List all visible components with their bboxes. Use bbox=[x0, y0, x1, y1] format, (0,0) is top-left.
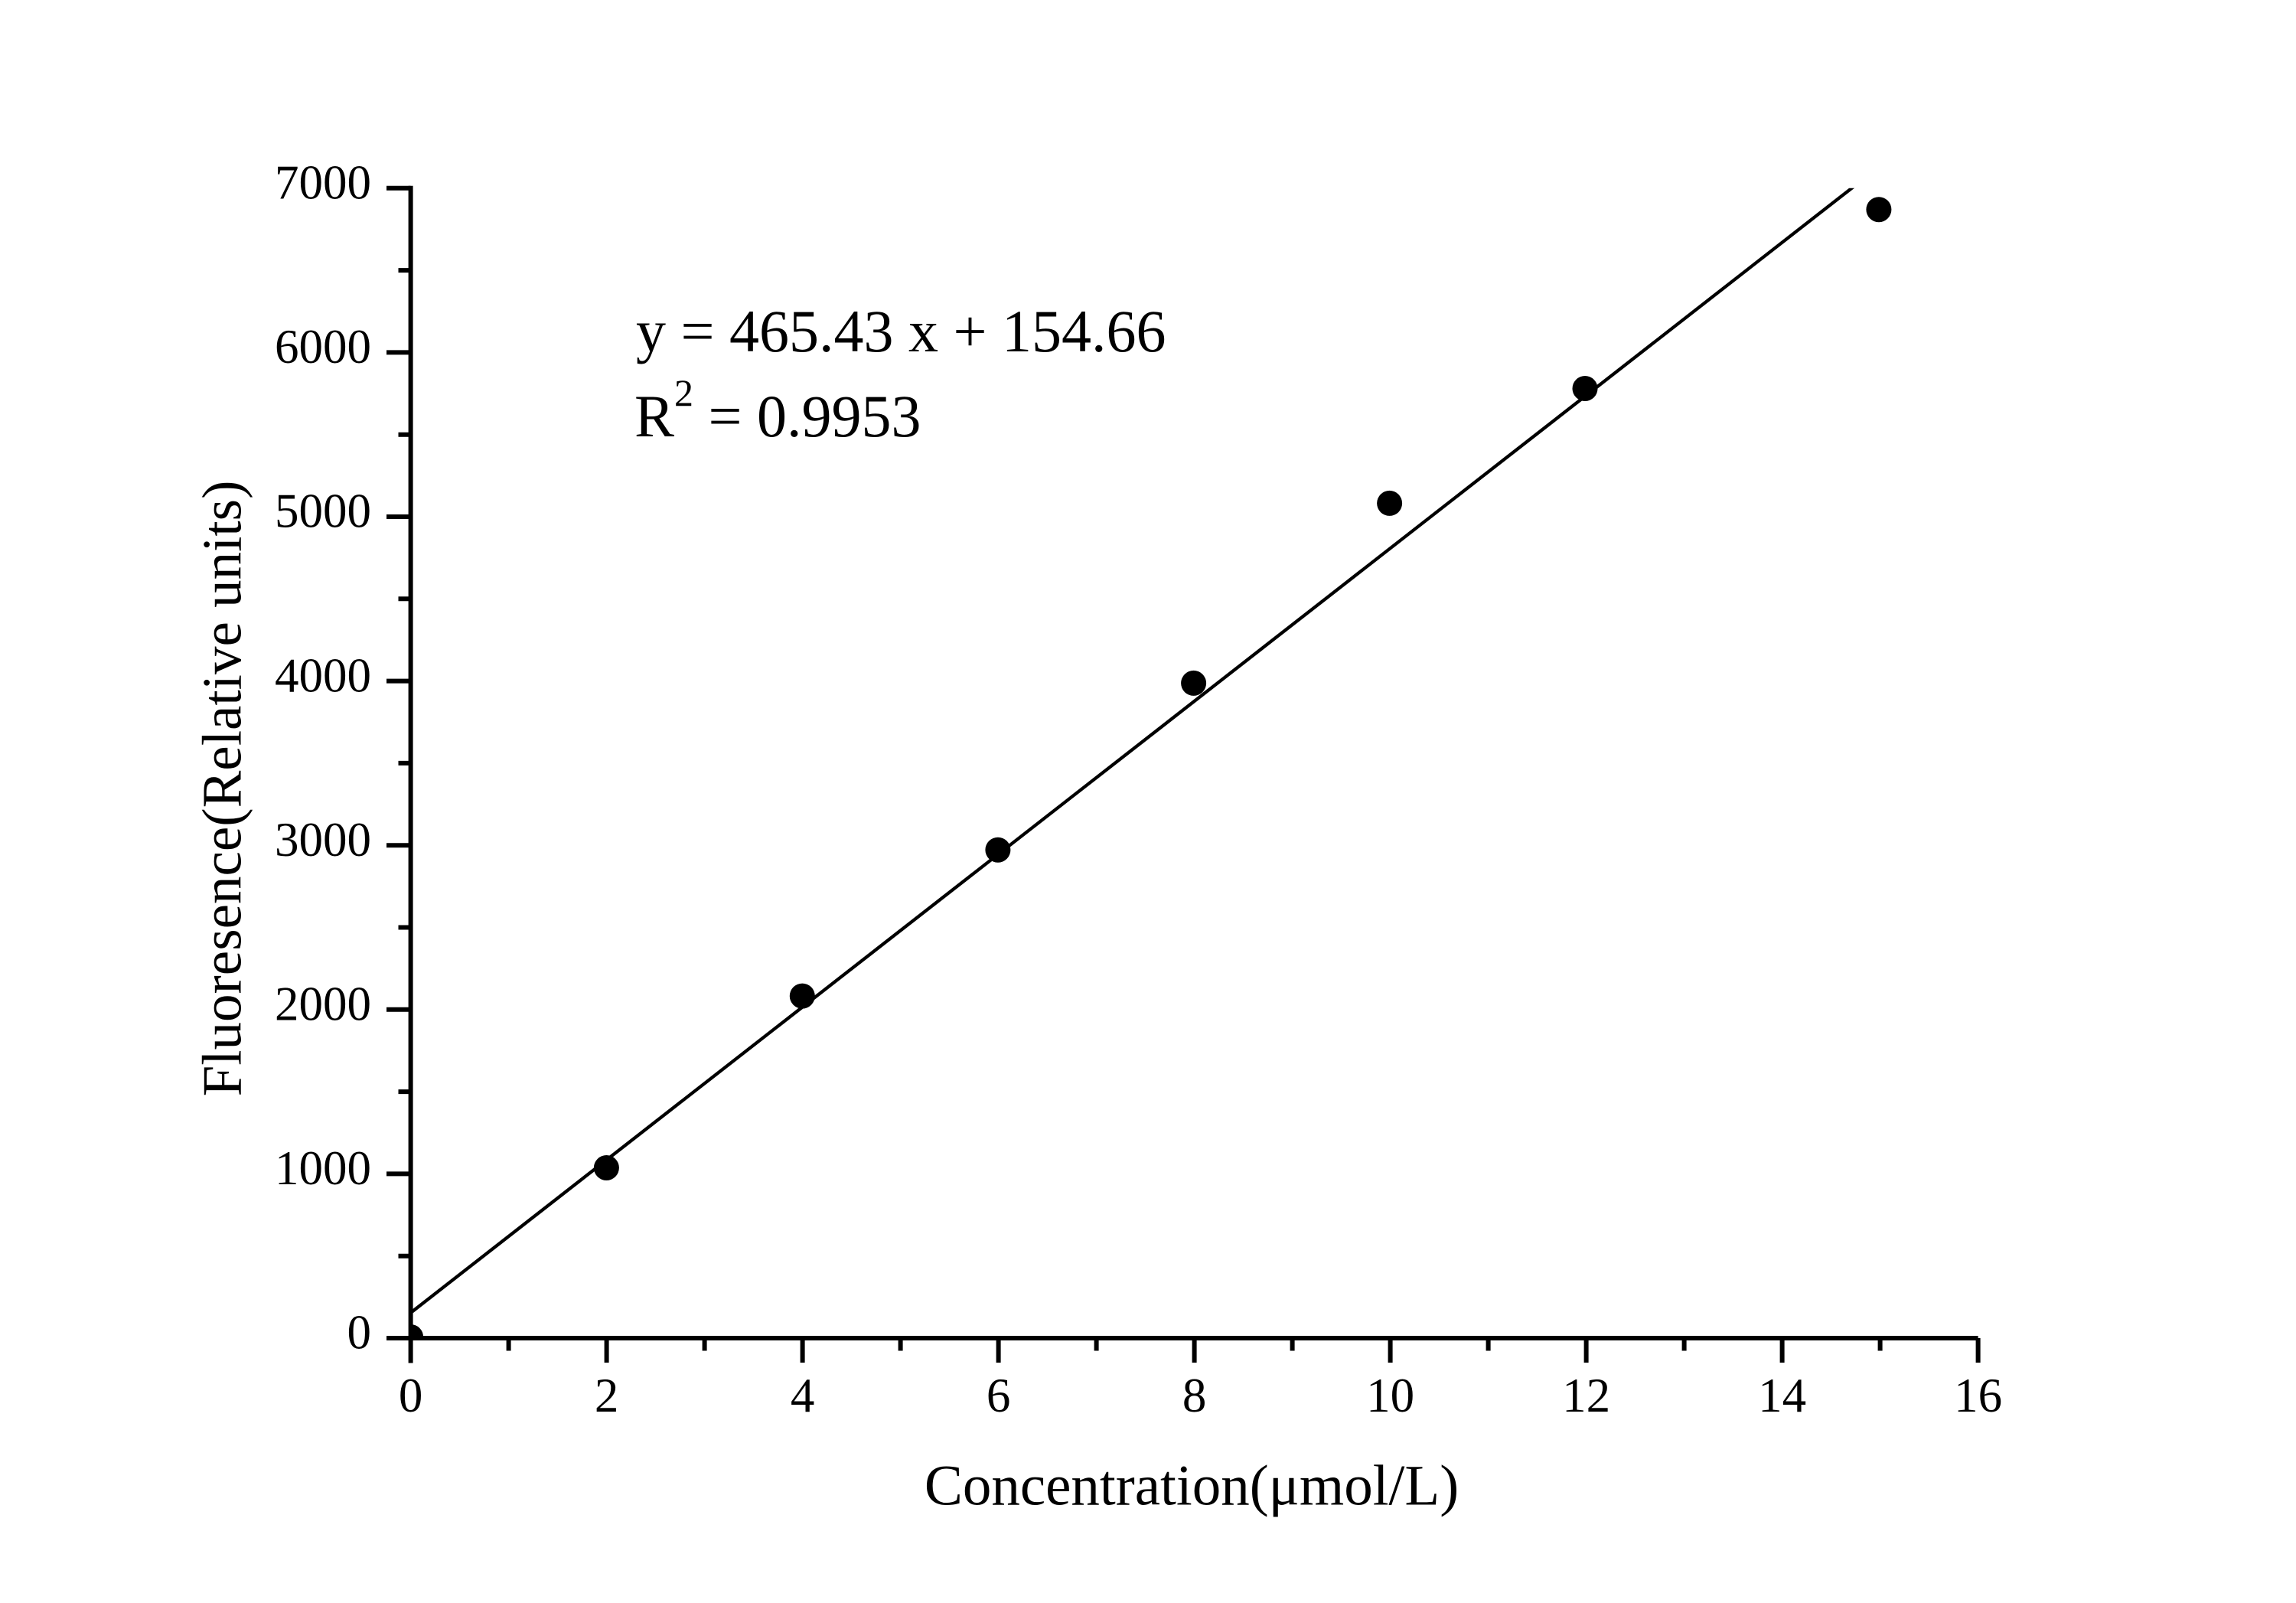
svg-text:Concentration(μmol/L): Concentration(μmol/L) bbox=[925, 1454, 1459, 1518]
svg-text:10: 10 bbox=[1366, 1369, 1414, 1422]
svg-text:0: 0 bbox=[399, 1369, 423, 1422]
svg-text:16: 16 bbox=[1954, 1369, 2002, 1422]
svg-text:y = 465.43 x + 154.66: y = 465.43 x + 154.66 bbox=[636, 298, 1166, 364]
svg-text:R2 = 0.9953: R2 = 0.9953 bbox=[634, 371, 921, 449]
svg-text:5000: 5000 bbox=[275, 485, 371, 538]
svg-text:Fluoresence(Relative units): Fluoresence(Relative units) bbox=[191, 481, 253, 1097]
svg-text:12: 12 bbox=[1562, 1369, 1610, 1422]
svg-text:4: 4 bbox=[791, 1369, 815, 1422]
svg-text:8: 8 bbox=[1182, 1369, 1207, 1422]
svg-text:4000: 4000 bbox=[275, 648, 371, 702]
svg-text:7000: 7000 bbox=[275, 156, 371, 210]
svg-text:1000: 1000 bbox=[275, 1141, 371, 1195]
svg-text:6: 6 bbox=[987, 1369, 1011, 1422]
svg-text:0: 0 bbox=[347, 1306, 372, 1360]
svg-text:2000: 2000 bbox=[275, 978, 371, 1031]
svg-text:6000: 6000 bbox=[275, 320, 371, 374]
svg-text:14: 14 bbox=[1758, 1369, 1806, 1422]
svg-text:3000: 3000 bbox=[275, 813, 371, 867]
svg-text:2: 2 bbox=[595, 1369, 619, 1422]
